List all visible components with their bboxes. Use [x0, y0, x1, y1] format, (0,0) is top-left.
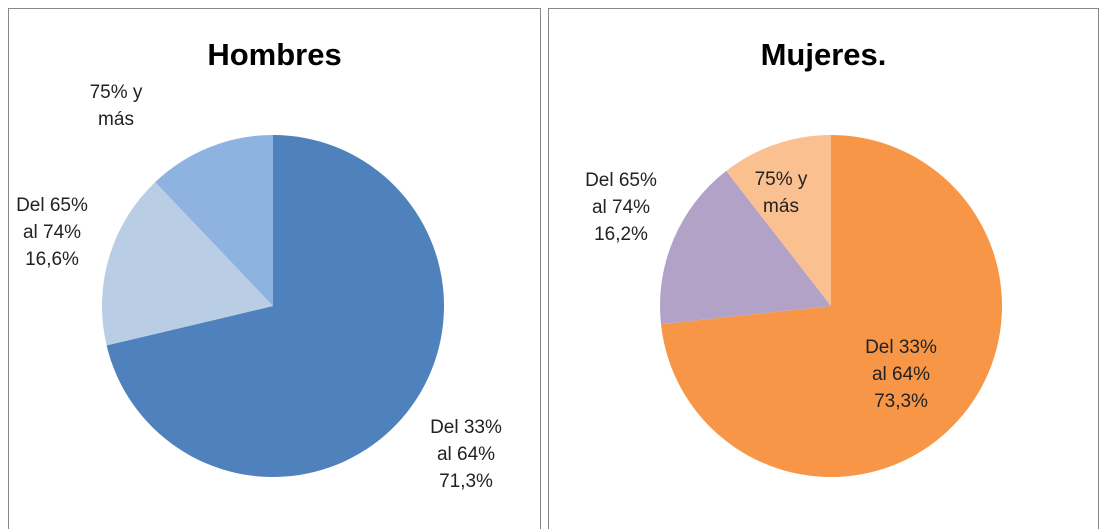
- slice-label: 75% y más: [76, 79, 156, 133]
- pie-slice: [660, 135, 1002, 477]
- category-label: Del 65% al 74%: [16, 195, 88, 243]
- value-label: 71,3%: [439, 471, 493, 492]
- slice-label: 75% y más: [741, 166, 821, 220]
- pie-slice: [726, 135, 831, 306]
- chart-title: Mujeres.: [760, 37, 887, 72]
- slice-label: Del 33% al 64% 71,3%: [426, 414, 506, 495]
- category-label: 75% y más: [89, 82, 143, 130]
- slice-label: Del 33% al 64% 73,3%: [861, 334, 941, 415]
- pie-slice: [102, 182, 274, 346]
- chart-panel: Mujeres. Del 33% al 64% 73,3% Del 65% al 74…: [548, 8, 1099, 529]
- category-label: Del 65% al 74%: [585, 170, 657, 218]
- pie-chart: [102, 135, 445, 477]
- chart-title: Hombres: [207, 37, 342, 72]
- pie-slice: [155, 135, 273, 306]
- chart-panel: Hombres Del 33% al 64% 71,3% Del 65% al 74%…: [8, 8, 541, 529]
- value-label: 73,3%: [874, 391, 928, 412]
- value-label: 16,2%: [594, 224, 648, 245]
- category-label: Del 33% al 64%: [865, 337, 937, 385]
- pie-chart: [660, 135, 1002, 477]
- slice-label: Del 65% al 74% 16,6%: [12, 192, 92, 273]
- category-label: 75% y más: [754, 169, 808, 217]
- value-label: 16,6%: [25, 249, 79, 270]
- category-label: Del 33% al 64%: [430, 417, 502, 465]
- pie-slice: [660, 170, 831, 325]
- slice-label: Del 65% al 74% 16,2%: [581, 167, 661, 248]
- pie-slice: [106, 135, 445, 477]
